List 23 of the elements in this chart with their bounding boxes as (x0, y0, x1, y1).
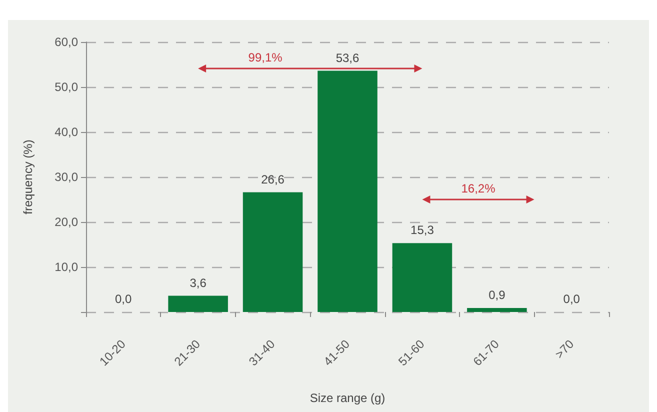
data-label: 15,3 (410, 223, 434, 238)
data-label: 3,6 (190, 276, 207, 290)
bar (168, 296, 228, 312)
bar (318, 70, 378, 312)
y-tick-label: 20,0 (54, 215, 78, 229)
data-label: 0,0 (115, 292, 132, 306)
data-label: 0,9 (488, 288, 506, 302)
data-label: 26,6 (261, 172, 285, 186)
y-tick-label: 50,0 (54, 80, 78, 94)
y-tick-label: 40,0 (54, 125, 78, 139)
y-tick-label: 60,0 (54, 35, 78, 49)
data-label: 53,6 (336, 50, 360, 65)
x-axis-title: Size range (g) (310, 391, 386, 405)
bar (242, 192, 303, 312)
y-tick-label: 30,0 (54, 170, 78, 184)
y-tick-label: 10,0 (54, 260, 78, 274)
annotation: 99,1% (248, 50, 283, 65)
annotation: 16,2% (461, 182, 496, 196)
bar (467, 308, 527, 312)
bar (392, 243, 452, 312)
y-axis-title: frequency (%) (21, 140, 35, 214)
data-label: 0,0 (563, 292, 580, 306)
x-tick-label: >70 (552, 336, 577, 362)
